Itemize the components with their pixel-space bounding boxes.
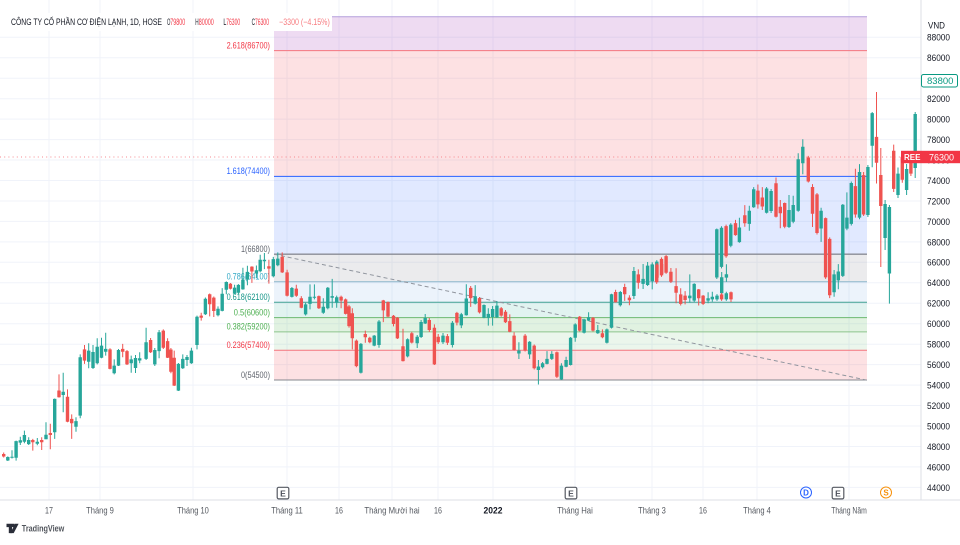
svg-text:0.382(59200): 0.382(59200) — [227, 322, 270, 333]
svg-text:Tháng 4: Tháng 4 — [743, 506, 771, 517]
svg-text:Tháng 9: Tháng 9 — [86, 506, 114, 517]
svg-text:17: 17 — [45, 506, 53, 517]
svg-text:2.618(86700): 2.618(86700) — [227, 40, 270, 51]
svg-text:72000: 72000 — [927, 196, 950, 207]
svg-text:TradingView: TradingView — [22, 524, 65, 535]
svg-text:D: D — [803, 489, 809, 498]
svg-text:83800: 83800 — [927, 76, 953, 87]
svg-text:76300: 76300 — [929, 152, 954, 163]
svg-text:54000: 54000 — [927, 381, 950, 392]
svg-text:Tháng Mười hai: Tháng Mười hai — [364, 506, 419, 517]
svg-text:62000: 62000 — [927, 299, 950, 310]
svg-text:64000: 64000 — [927, 278, 950, 289]
svg-text:66000: 66000 — [927, 258, 950, 269]
svg-text:79800: 79800 — [170, 17, 185, 27]
svg-text:VND: VND — [928, 21, 945, 32]
svg-text:E: E — [568, 489, 574, 499]
svg-text:0.236(57400): 0.236(57400) — [227, 340, 270, 351]
svg-text:78000: 78000 — [927, 135, 950, 146]
svg-text:E: E — [280, 489, 286, 499]
svg-text:16: 16 — [335, 506, 343, 517]
svg-text:E: E — [835, 489, 841, 499]
svg-text:C: C — [252, 17, 256, 27]
svg-text:−3300 (−4.15%): −3300 (−4.15%) — [279, 17, 330, 27]
svg-text:76300: 76300 — [226, 17, 240, 27]
svg-text:16: 16 — [699, 506, 707, 517]
svg-text:2022: 2022 — [484, 506, 503, 517]
svg-text:48000: 48000 — [927, 442, 950, 453]
svg-text:80000: 80000 — [199, 17, 214, 27]
svg-text:44000: 44000 — [927, 483, 950, 494]
svg-text:60000: 60000 — [927, 319, 950, 330]
svg-text:52000: 52000 — [927, 401, 950, 412]
svg-text:Tháng 3: Tháng 3 — [638, 506, 666, 517]
svg-text:46000: 46000 — [927, 462, 950, 473]
svg-text:Tháng Hai: Tháng Hai — [557, 506, 593, 517]
svg-text:Tháng Năm: Tháng Năm — [831, 506, 867, 517]
svg-text:0.618(62100): 0.618(62100) — [227, 292, 270, 303]
svg-text:0(54500): 0(54500) — [241, 370, 270, 381]
svg-text:0.5(60600): 0.5(60600) — [234, 307, 270, 318]
svg-text:H: H — [195, 17, 198, 27]
svg-text:56000: 56000 — [927, 360, 950, 371]
svg-text:74000: 74000 — [927, 176, 950, 187]
svg-text:68000: 68000 — [927, 237, 950, 248]
svg-text:1(66800): 1(66800) — [241, 244, 270, 255]
svg-text:76300: 76300 — [255, 17, 269, 27]
svg-text:1.618(74400): 1.618(74400) — [227, 166, 270, 177]
svg-text:16: 16 — [434, 506, 442, 517]
svg-text:70000: 70000 — [927, 217, 950, 228]
svg-text:REE: REE — [904, 153, 921, 162]
svg-text:S: S — [883, 489, 889, 498]
svg-text:L: L — [223, 17, 226, 27]
svg-text:Tháng 10: Tháng 10 — [177, 506, 209, 517]
svg-text:O: O — [167, 17, 170, 27]
svg-text:88000: 88000 — [927, 33, 950, 44]
svg-text:CÔNG TY CỔ PHẦN CƠ ĐIỆN LẠNH,: CÔNG TY CỔ PHẦN CƠ ĐIỆN LẠNH, 1D, HOSE — [11, 16, 162, 27]
svg-text:Tháng 11: Tháng 11 — [271, 506, 303, 517]
svg-text:80000: 80000 — [927, 115, 950, 126]
svg-text:82000: 82000 — [927, 94, 950, 105]
svg-text:50000: 50000 — [927, 421, 950, 432]
svg-text:58000: 58000 — [927, 340, 950, 351]
svg-text:86000: 86000 — [927, 53, 950, 64]
